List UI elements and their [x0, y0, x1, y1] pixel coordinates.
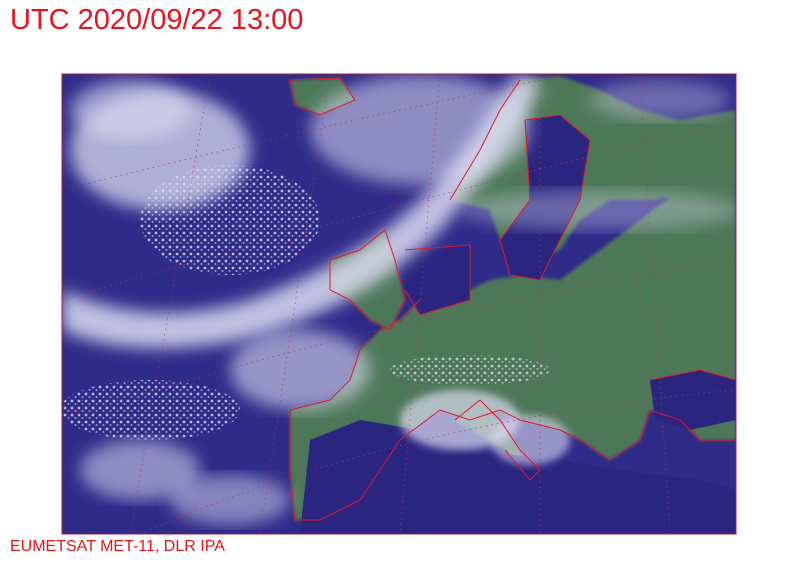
cloud-cover: [62, 74, 736, 525]
map-frame: [61, 73, 737, 535]
timestamp-title: UTC 2020/09/22 13:00: [10, 4, 304, 36]
coastlines: [289, 77, 736, 521]
source-credit: EUMETSAT MET-11, DLR IPA: [10, 538, 225, 555]
